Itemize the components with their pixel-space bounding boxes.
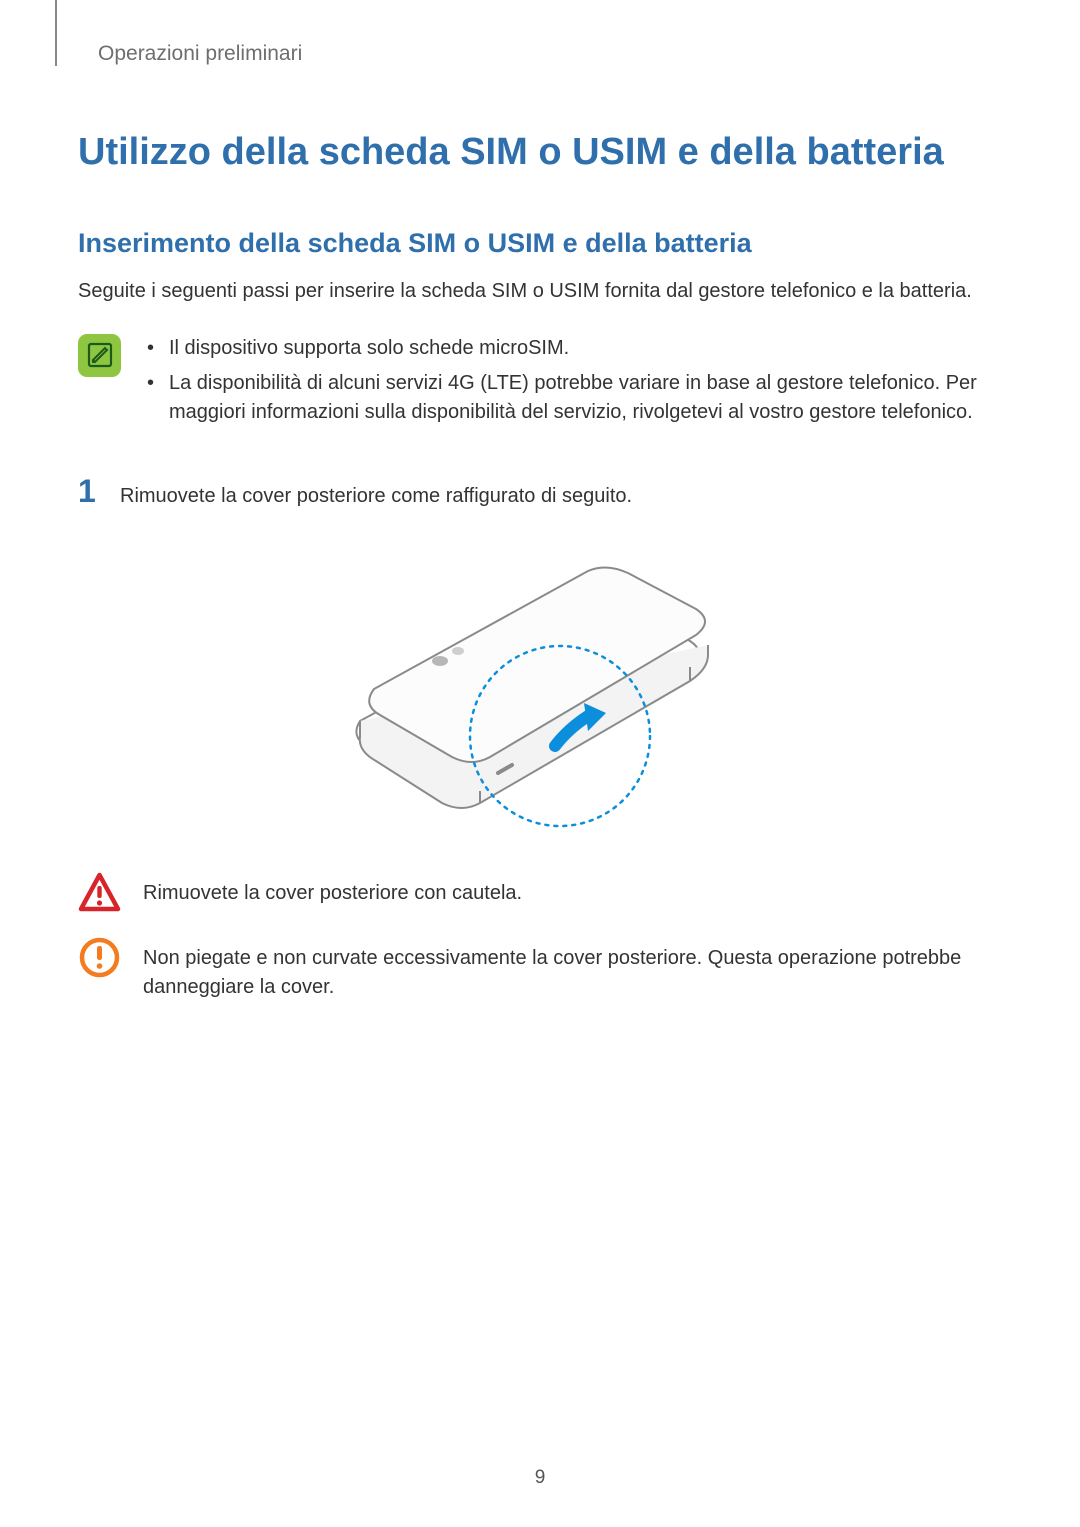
warning-block-danger: Rimuovete la cover posteriore con cautel… — [78, 871, 1002, 914]
caution-text: Non piegate e non curvate eccessivamente… — [143, 936, 1002, 1002]
note-list: Il dispositivo supporta solo schede micr… — [143, 334, 1002, 433]
manual-page: Operazioni preliminari Utilizzo della sc… — [0, 0, 1080, 1527]
step-row: 1 Rimuovete la cover posteriore come raf… — [78, 473, 1002, 511]
breadcrumb: Operazioni preliminari — [98, 42, 1002, 66]
step-number: 1 — [78, 473, 100, 510]
section-heading: Inserimento della scheda SIM o USIM e de… — [78, 228, 1002, 259]
page-number: 9 — [0, 1467, 1080, 1489]
intro-paragraph: Seguite i seguenti passi per inserire la… — [78, 277, 1002, 306]
warning-block-caution: Non piegate e non curvate eccessivamente… — [78, 936, 1002, 1002]
illustration — [78, 541, 1002, 841]
warning-text: Rimuovete la cover posteriore con cautel… — [143, 871, 1002, 908]
note-icon — [78, 334, 121, 377]
pencil-note-icon — [85, 340, 115, 370]
step-text: Rimuovete la cover posteriore come raffi… — [120, 482, 632, 511]
caution-circle-icon — [78, 936, 121, 979]
note-item: La disponibilità di alcuni servizi 4G (L… — [143, 369, 1002, 427]
note-block: Il dispositivo supporta solo schede micr… — [78, 334, 1002, 433]
phone-cover-illustration — [330, 541, 750, 841]
warning-triangle-icon — [78, 871, 121, 914]
note-item: Il dispositivo supporta solo schede micr… — [143, 334, 1002, 363]
header-rule — [55, 0, 57, 66]
page-title: Utilizzo della scheda SIM o USIM e della… — [78, 130, 1002, 176]
